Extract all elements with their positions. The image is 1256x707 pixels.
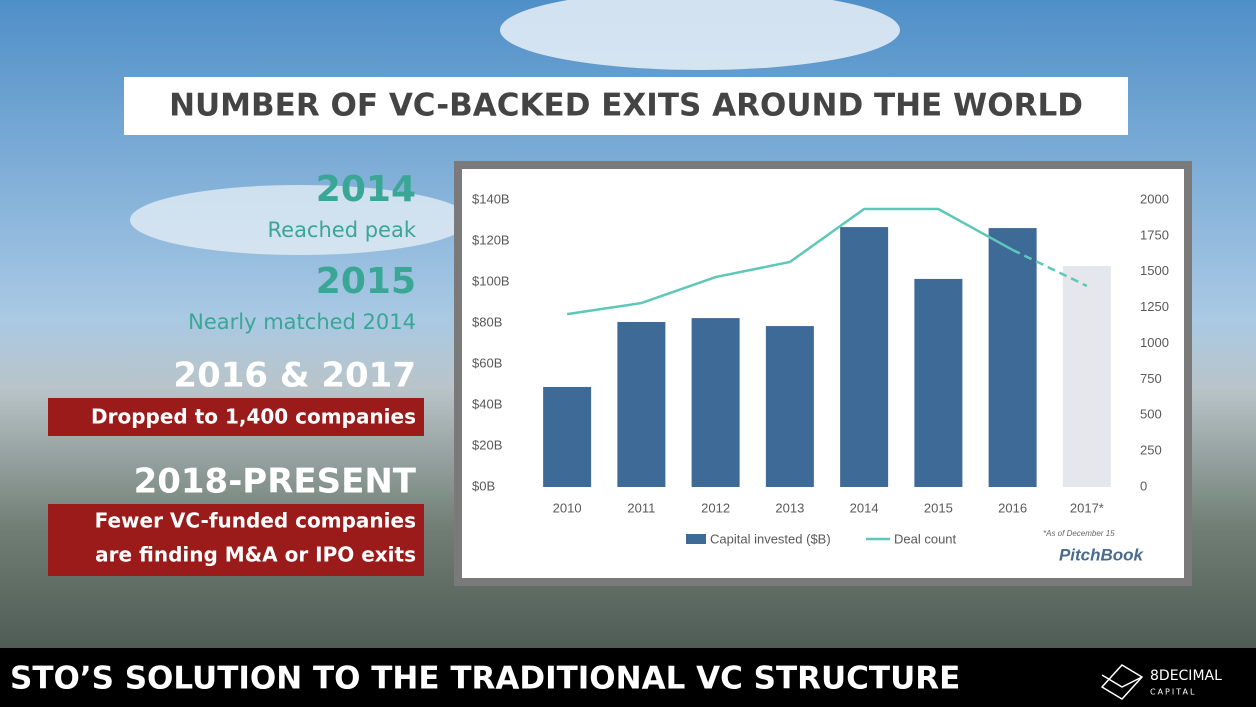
x-tick-label: 2016: [998, 500, 1027, 515]
x-tick-label: 2015: [924, 500, 953, 515]
y-tick-label: $60B: [472, 355, 502, 370]
x-tick-label: 2012: [701, 500, 730, 515]
y2-tick-label: 1500: [1140, 263, 1169, 278]
y2-tick-label: 1250: [1140, 299, 1169, 314]
bar: [988, 228, 1037, 487]
cloud: [500, 0, 900, 70]
y2-tick-label: 500: [1140, 407, 1162, 422]
y-tick-label: $80B: [472, 314, 502, 329]
y2-tick-label: 750: [1140, 371, 1162, 386]
highlight-heading: 2014: [316, 169, 416, 210]
bar: [1062, 266, 1111, 487]
y2-tick-label: 1750: [1140, 227, 1169, 242]
highlight-text: Nearly matched 2014: [188, 310, 416, 334]
x-tick-label: 2010: [553, 500, 582, 515]
y-tick-label: $100B: [472, 273, 510, 288]
y2-tick-label: 250: [1140, 443, 1162, 458]
highlight-heading: 2015: [316, 261, 416, 302]
y2-tick-label: 0: [1140, 478, 1147, 493]
legend-label: Capital invested ($B): [710, 531, 831, 546]
legend-label: Deal count: [894, 531, 957, 546]
y-tick-label: $0B: [472, 478, 495, 493]
title-box: [124, 77, 1128, 135]
logo-icon: [1100, 664, 1144, 700]
bar: [617, 321, 666, 487]
highlight-text: Fewer VC-funded companies: [95, 509, 416, 533]
y-tick-label: $140B: [472, 191, 510, 206]
y-tick-label: $120B: [472, 232, 510, 247]
legend-swatch: [686, 534, 706, 544]
x-tick-label: 2011: [627, 500, 655, 515]
y-tick-label: $40B: [472, 396, 502, 411]
x-tick-label: 2013: [775, 500, 804, 515]
y-tick-label: $20B: [472, 437, 502, 452]
bar: [691, 318, 740, 487]
x-tick-label: 2017*: [1070, 500, 1104, 515]
footnote: *As of December 15: [1043, 529, 1115, 538]
cloud: [130, 185, 470, 255]
highlight-text: Reached peak: [268, 218, 417, 242]
highlight-text: are finding M&A or IPO exits: [95, 543, 416, 567]
line: [1012, 248, 1088, 288]
banner-text: STO’S SOLUTION TO THE TRADITIONAL VC STR…: [10, 661, 960, 697]
y2-tick-label: 2000: [1140, 191, 1169, 206]
banner: [0, 648, 1256, 707]
highlight-box: [48, 504, 424, 576]
bar: [840, 227, 889, 487]
bar: [765, 326, 814, 487]
source: PitchBook: [1059, 545, 1145, 564]
logo-sub: CAPITAL: [1150, 688, 1196, 697]
line: [566, 207, 1014, 316]
bar: [543, 386, 592, 487]
highlight-box: [48, 398, 424, 436]
slide-title: NUMBER OF VC-BACKED EXITS AROUND THE WOR…: [169, 88, 1083, 124]
chart: $0B $20B $40B $60B $80B $100B $120B $140B 0 250 50…: [472, 191, 1169, 564]
highlight-heading: 2016 & 2017: [173, 356, 416, 396]
highlight-heading: 2018-PRESENT: [134, 462, 417, 502]
highlight-text: Dropped to 1,400 companies: [91, 405, 416, 429]
bar: [914, 278, 963, 487]
x-tick-label: 2014: [850, 500, 879, 515]
y2-tick-label: 1000: [1140, 335, 1169, 350]
logo-name: 8DECIMAL: [1150, 668, 1222, 684]
